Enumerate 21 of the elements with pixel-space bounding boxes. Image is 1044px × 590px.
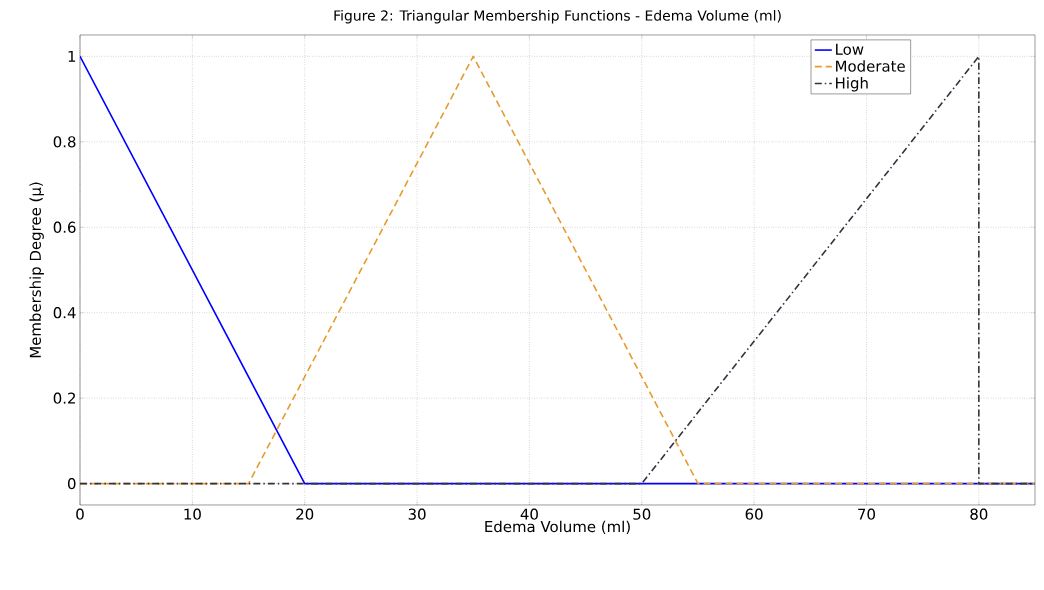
y-tick-label: 0.4 [53, 307, 76, 319]
legend-label: Moderate [836, 60, 905, 72]
x-tick-label: 0 [76, 508, 84, 520]
x-tick-label: 80 [970, 508, 988, 520]
y-tick-label: 0 [67, 477, 76, 490]
x-tick-label: 40 [520, 508, 538, 520]
y-tick-label: 0.8 [53, 136, 76, 148]
y-tick-label: 1 [68, 50, 76, 62]
x-tick-label: 70 [858, 508, 875, 520]
x-tick-label: 30 [408, 508, 426, 520]
x-tick-label: 60 [745, 508, 763, 520]
x-tick-label: 50 [633, 508, 651, 520]
legend-label: High [836, 77, 868, 92]
y-tick-label: 0.6 [53, 221, 76, 233]
legend-label: Low [836, 43, 864, 55]
x-tick-label: 10 [184, 508, 201, 520]
y-tick-label: 0.2 [53, 392, 75, 404]
chart-title: Figure 2: Triangular Membership Functions - Edema Volume (ml) [334, 9, 781, 24]
y-axis-title: Membership Degree (μ) [29, 182, 44, 358]
x-axis-title: Edema Volume (ml) [485, 520, 630, 534]
x-tick-label: 20 [296, 508, 314, 520]
